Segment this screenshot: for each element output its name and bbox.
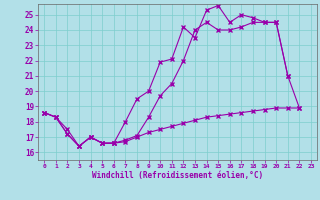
X-axis label: Windchill (Refroidissement éolien,°C): Windchill (Refroidissement éolien,°C): [92, 171, 263, 180]
